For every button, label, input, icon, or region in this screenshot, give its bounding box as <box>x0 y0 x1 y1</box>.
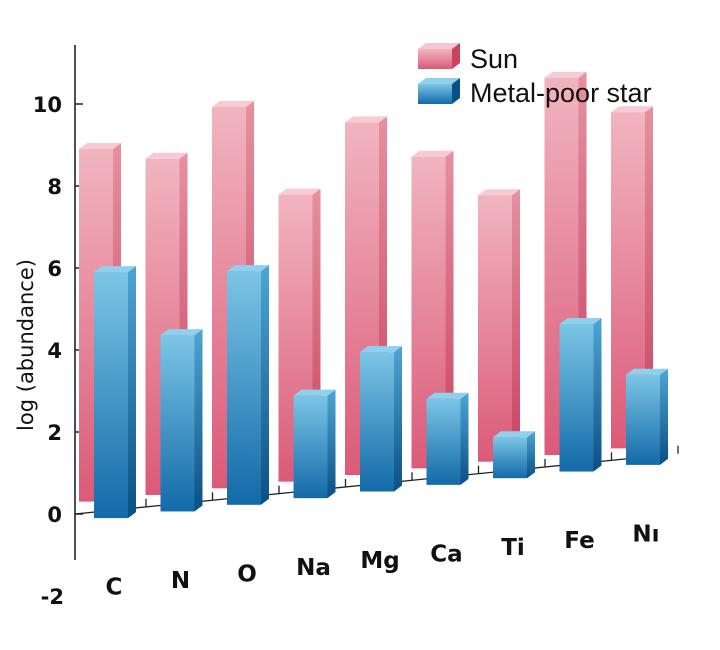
legend-label-sun: Sun <box>470 44 518 74</box>
y-tick-label: 4 <box>47 339 62 363</box>
x-tick-label: Ti <box>501 535 525 561</box>
legend-swatch-sun <box>418 43 460 69</box>
x-tick-label: O <box>237 561 257 587</box>
x-tick-label: Fe <box>564 528 594 554</box>
x-tick-label: C <box>106 575 123 601</box>
y-tick-label: -2 <box>41 585 64 609</box>
metal-poor-star-bar-c <box>94 266 136 519</box>
x-ticks: C N O Na Mg Ca Ti Fe Nı <box>106 445 679 601</box>
metal-poor-star-bar-mg <box>360 346 402 492</box>
x-tick-label: Ca <box>430 541 462 567</box>
y-ticks: 10 8 6 4 2 0 -2 <box>33 93 83 609</box>
x-tick-label: Nı <box>632 522 659 548</box>
legend-swatch-metal-poor-star <box>418 78 460 104</box>
metal-poor-star-bar-ti <box>493 431 535 479</box>
x-tick-label: Mg <box>360 548 399 574</box>
y-tick-label: 10 <box>33 93 62 117</box>
metal-poor-star-bar-o <box>227 265 269 505</box>
metal-poor-star-bar-ca <box>426 392 469 485</box>
y-tick-label: 8 <box>47 175 62 199</box>
y-tick-label: 6 <box>47 257 62 281</box>
y-axis-title: log (abundance) <box>14 259 38 431</box>
sun-bar-ti <box>478 189 520 462</box>
legend: Sun Metal-poor star <box>418 43 652 108</box>
y-tick-label: 0 <box>47 503 62 527</box>
x-tick-label: Na <box>296 555 331 581</box>
metal-poor-star-bar-n <box>160 329 203 512</box>
x-tick-label: N <box>171 568 190 594</box>
y-tick-label: 2 <box>47 421 62 445</box>
metal-poor-star-bar-fe <box>559 317 602 472</box>
metal-poor-star-bar-na <box>293 389 336 499</box>
metal-poor-star-bar-ni <box>626 368 668 465</box>
metal-poor-star-bars <box>94 265 668 519</box>
legend-label-metal-poor-star: Metal-poor star <box>470 78 652 108</box>
